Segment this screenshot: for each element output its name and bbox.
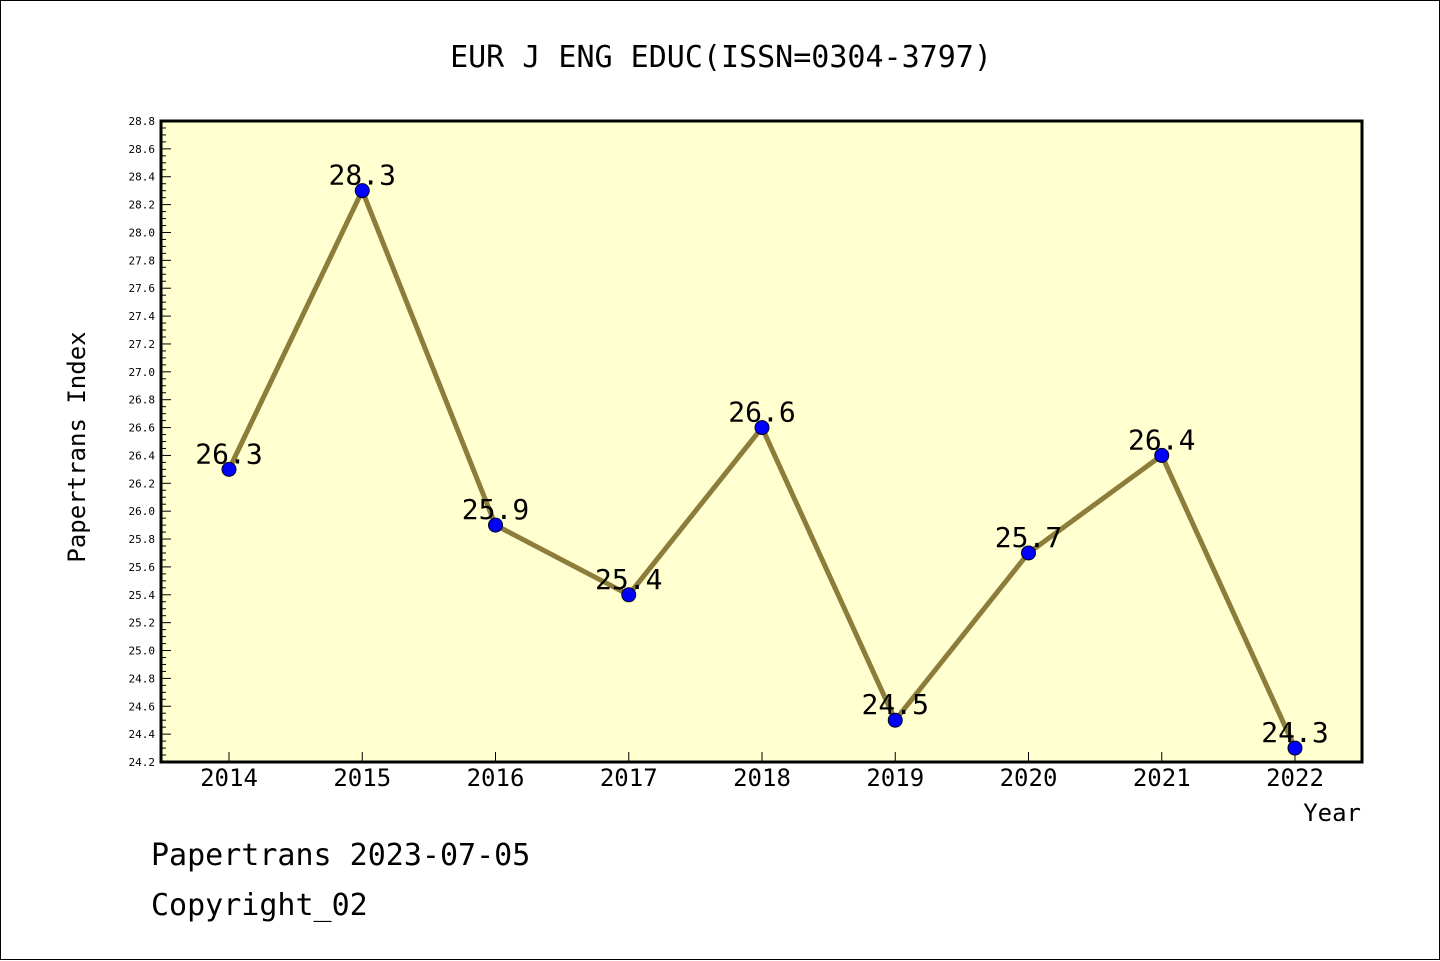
data-point [1154, 447, 1170, 463]
data-label: 28.3 [329, 159, 396, 192]
x-tick-label: 2019 [866, 764, 924, 792]
data-point [621, 587, 637, 603]
x-tick-label: 2017 [600, 764, 658, 792]
plot-frame [159, 119, 1364, 764]
y-tick-label: 24.6 [129, 700, 156, 713]
data-point [887, 712, 903, 728]
data-label: 26.6 [728, 396, 795, 429]
data-point [354, 183, 370, 199]
data-point [221, 461, 237, 477]
x-tick-label: 2021 [1133, 764, 1191, 792]
y-tick-label: 28.4 [129, 171, 156, 184]
x-tick-label: 2014 [200, 764, 258, 792]
x-tick-label: 2015 [333, 764, 391, 792]
footer-copyright: Copyright_02 [151, 888, 368, 923]
footer-date: Papertrans 2023-07-05 [151, 838, 530, 873]
y-axis-label: Papertrans Index [63, 331, 91, 562]
y-tick-label: 25.2 [129, 617, 156, 630]
y-tick-label: 28.0 [129, 226, 156, 239]
data-label: 26.4 [1128, 423, 1195, 456]
y-tick-label: 25.0 [129, 645, 156, 658]
y-tick-label: 26.6 [129, 422, 156, 435]
y-tick-label: 24.8 [129, 672, 156, 685]
data-point [754, 420, 770, 436]
y-tick-label: 25.4 [129, 589, 156, 602]
y-tick-label: 27.6 [129, 282, 156, 295]
y-tick-label: 28.8 [129, 115, 156, 128]
y-tick-label: 25.6 [129, 561, 156, 574]
data-label: 25.4 [595, 563, 662, 596]
x-tick-label: 2022 [1266, 764, 1324, 792]
data-label: 24.5 [862, 688, 929, 721]
data-label: 26.3 [195, 437, 262, 470]
data-label: 24.3 [1261, 716, 1328, 749]
y-tick-label: 28.2 [129, 199, 156, 212]
chart-title: EUR J ENG EDUC(ISSN=0304-3797) [450, 40, 992, 75]
x-axis: 2014 2015 2016 2017 2018 2019 2020 2021 2022 [200, 752, 1324, 792]
x-axis-label: Year [1303, 799, 1361, 827]
x-tick-label: 2016 [467, 764, 525, 792]
data-point [1021, 545, 1036, 561]
y-tick-label: 27.0 [129, 366, 156, 379]
plot-area [161, 121, 1362, 762]
y-tick-label: 24.2 [129, 756, 156, 769]
y-axis: 24.2 24.4 24.6 24.8 25.0 25.2 25.4 25.6 25.8 26.0… [129, 115, 171, 769]
data-label: 25.7 [995, 521, 1062, 554]
y-tick-label: 27.2 [129, 338, 156, 351]
data-point [1287, 740, 1303, 756]
y-tick-label: 28.6 [129, 143, 156, 156]
y-tick-label: 26.2 [129, 477, 156, 490]
x-tick-label: 2020 [1000, 764, 1058, 792]
x-tick-label: 2018 [733, 764, 791, 792]
y-tick-label: 27.4 [129, 310, 156, 323]
y-tick-label: 26.4 [129, 449, 156, 462]
data-point [488, 517, 503, 533]
series-line-group: 26.3 28.3 25.9 25.4 26.6 24.5 25.7 26.4 24.3 [195, 159, 1329, 756]
y-tick-label: 25.8 [129, 533, 156, 546]
y-tick-label: 24.4 [129, 728, 156, 741]
y-tick-label: 27.8 [129, 254, 156, 267]
y-tick-label: 26.8 [129, 394, 156, 407]
data-label: 25.9 [462, 493, 529, 526]
y-tick-label: 26.0 [129, 505, 156, 518]
